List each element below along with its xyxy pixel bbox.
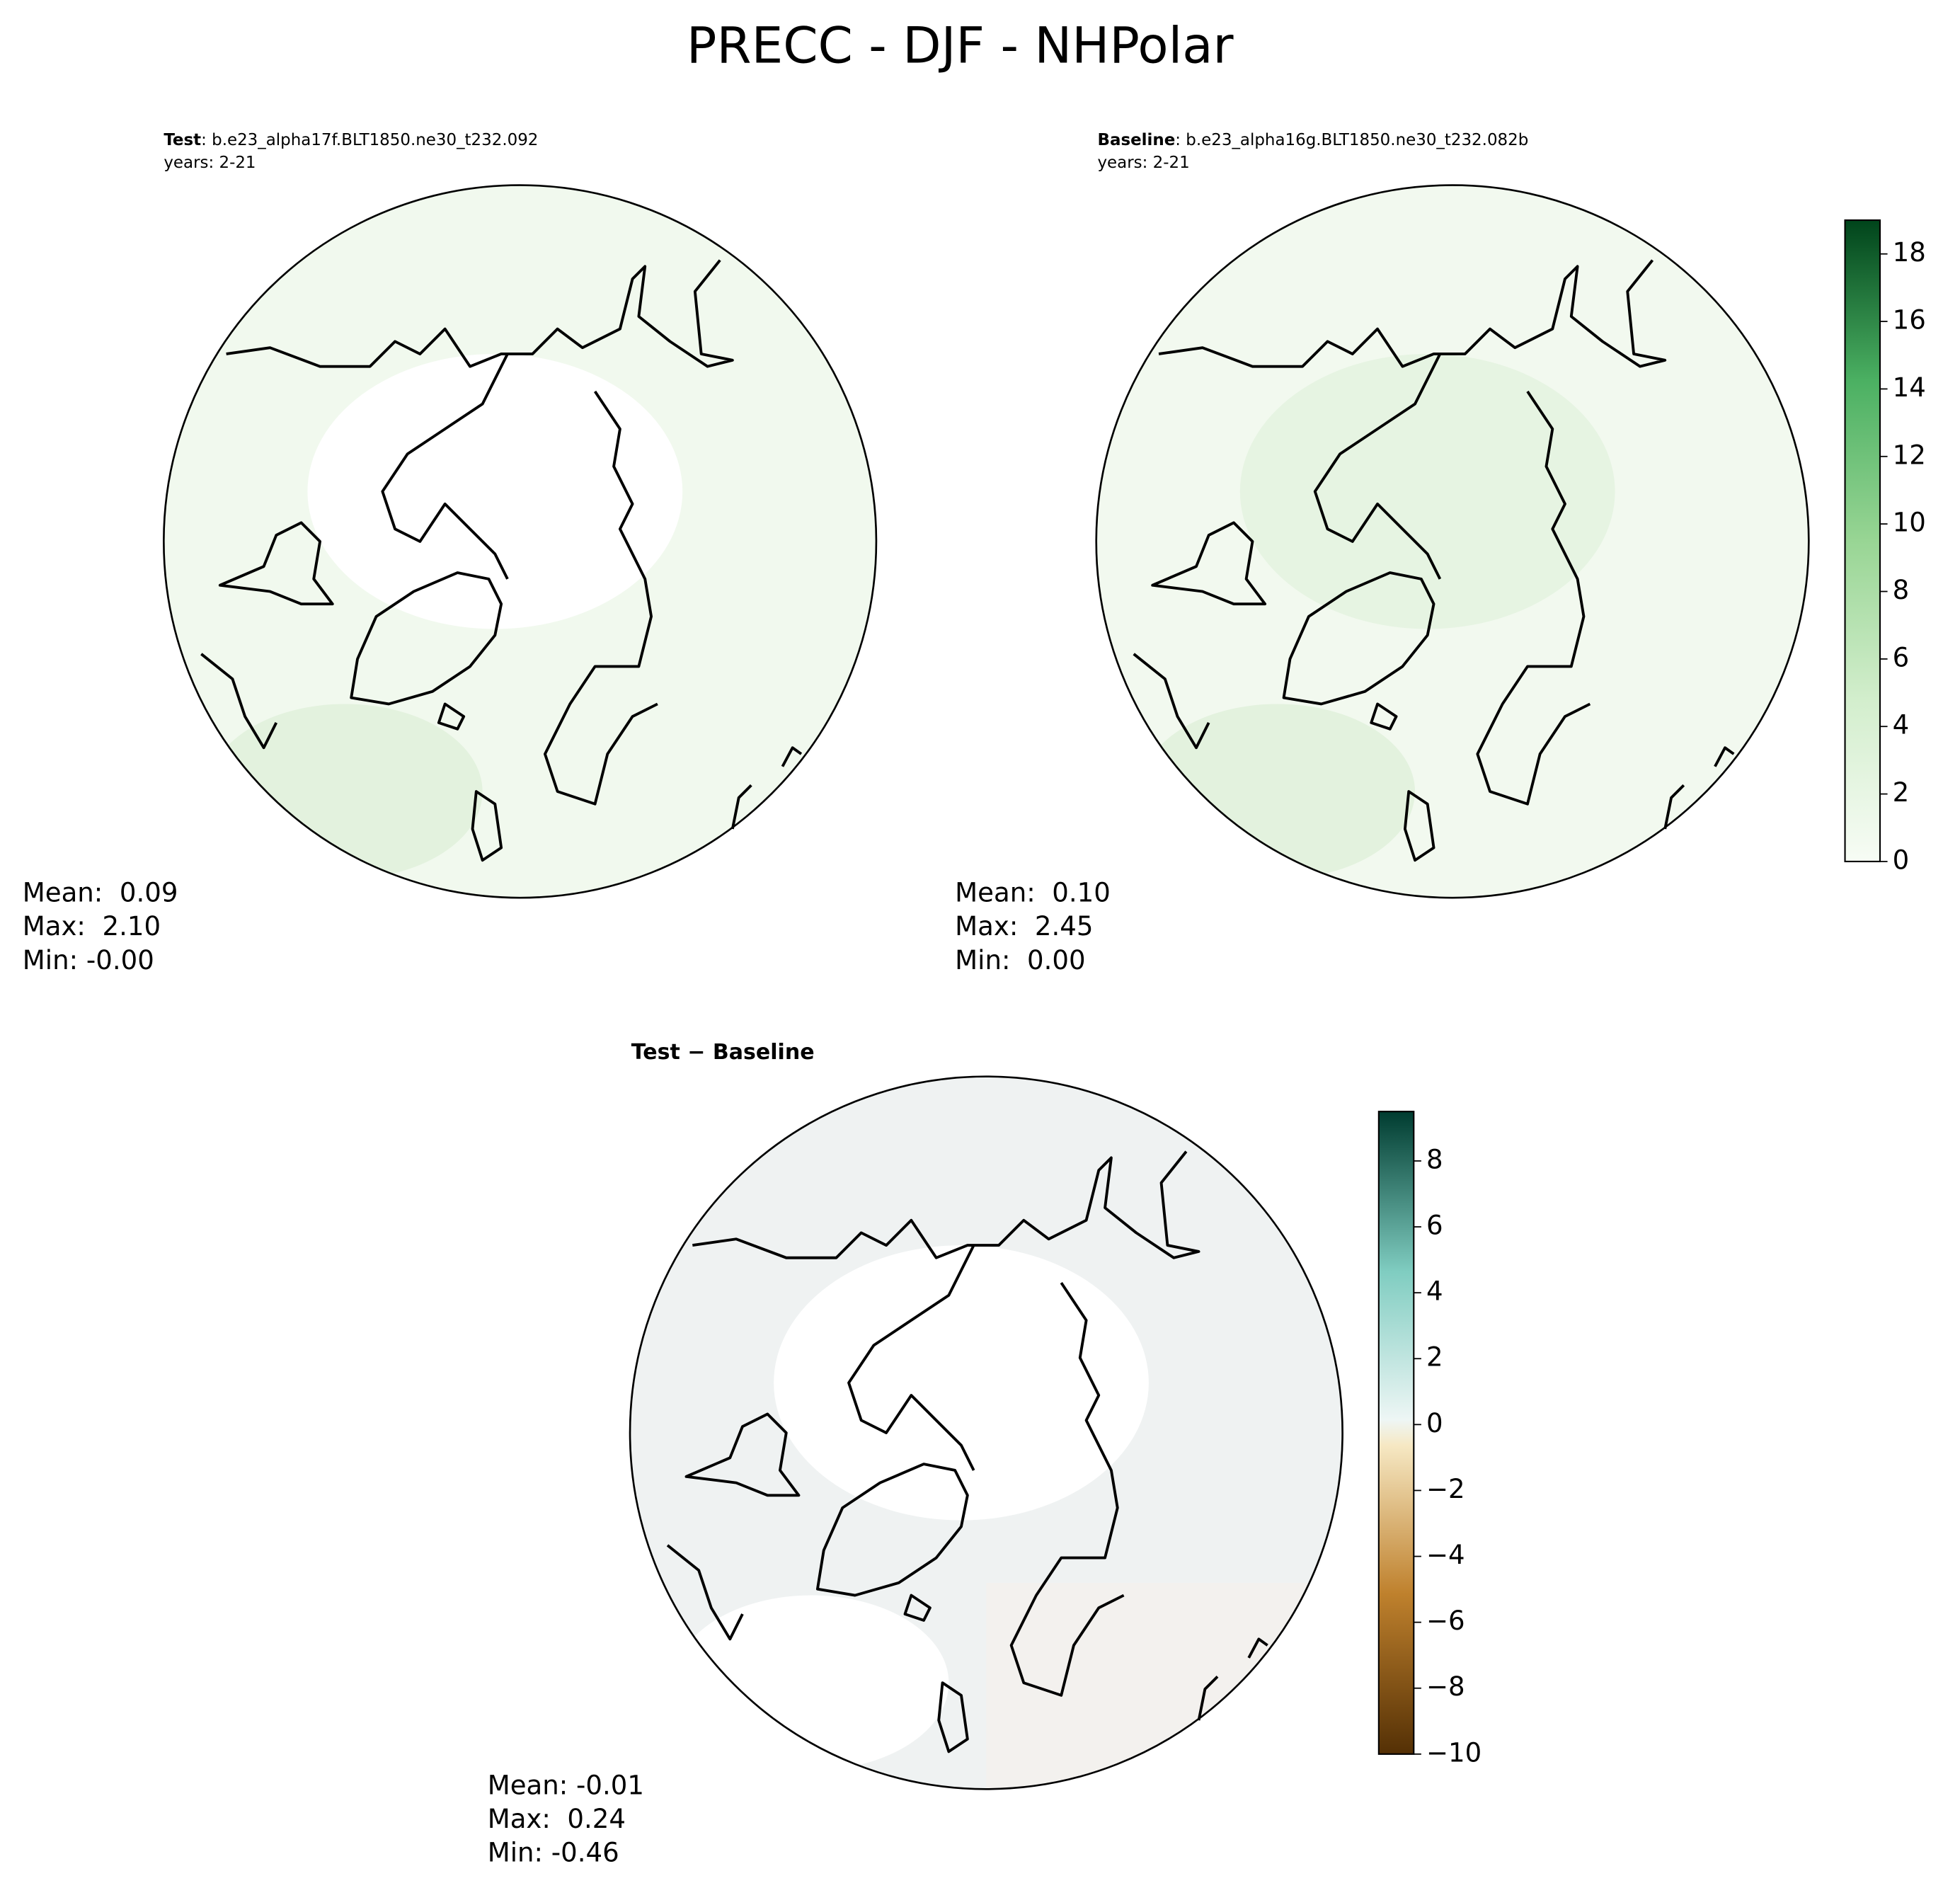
stat-line: Mean: -0.01 xyxy=(488,1770,644,1800)
colorbar-tick-label: −10 xyxy=(1426,1737,1482,1768)
stat-line: Min: -0.46 xyxy=(488,1838,619,1868)
colorbar-tick-label: −2 xyxy=(1426,1474,1465,1504)
stat-line: Min: -0.00 xyxy=(23,945,154,976)
panel-label: Test: b.e23_alpha17f.BLT1850.ne30_t232.0… xyxy=(164,131,538,149)
colorbar: −10 −8 −6 −4 −2 0 2 4 6 8 xyxy=(1377,1111,1482,1768)
map-panel: Test: b.e23_alpha17f.BLT1850.ne30_t232.0… xyxy=(23,131,878,976)
colorbar-tick-label: 8 xyxy=(1426,1144,1443,1174)
colorbar-tick-label: 14 xyxy=(1893,372,1926,403)
label-bold: Test − Baseline xyxy=(631,1040,815,1065)
colorbar-tick-label: 0 xyxy=(1893,845,1910,875)
colorbar-tick-label: 12 xyxy=(1893,440,1926,470)
label-bold: Baseline xyxy=(1097,131,1175,149)
field-patch xyxy=(986,1582,1343,1790)
panel-years: years: 2-21 xyxy=(1097,154,1189,172)
label-rest: : b.e23_alpha16g.BLT1850.ne30_t232.082b xyxy=(1175,131,1528,149)
colorbar-tick-label: 18 xyxy=(1893,237,1926,268)
colorbar-fill xyxy=(1377,1111,1415,1755)
stat-line: Max: 2.45 xyxy=(955,911,1093,942)
colorbar-tick-label: −6 xyxy=(1426,1606,1465,1636)
map-panel: Baseline: b.e23_alpha16g.BLT1850.ne30_t2… xyxy=(955,131,1810,976)
colorbar-tick-label: −4 xyxy=(1426,1540,1465,1570)
colorbar-tick-label: 2 xyxy=(1426,1342,1443,1373)
colorbar-tick-label: 6 xyxy=(1426,1211,1443,1241)
field-patch xyxy=(774,1245,1149,1521)
map-border xyxy=(629,1075,1343,1790)
colorbar-fill xyxy=(1844,219,1881,863)
colorbar-tick-label: 8 xyxy=(1893,575,1910,605)
field-patch xyxy=(307,353,683,629)
stat-line: Max: 2.10 xyxy=(23,911,161,942)
panel-label: Test − Baseline xyxy=(631,1040,815,1065)
panel-label: Baseline: b.e23_alpha16g.BLT1850.ne30_t2… xyxy=(1097,131,1528,149)
stat-line: Mean: 0.10 xyxy=(955,877,1111,908)
colorbar-tick-label: −8 xyxy=(1426,1671,1465,1702)
colorbar-tick-label: 4 xyxy=(1893,710,1910,740)
colorbar-tick-label: 0 xyxy=(1426,1408,1443,1438)
stat-line: Max: 0.24 xyxy=(488,1804,626,1834)
colorbar-tick-label: 6 xyxy=(1893,642,1910,673)
figure-title: PRECC - DJF - NHPolar xyxy=(687,16,1234,75)
label-rest: : b.e23_alpha17f.BLT1850.ne30_t232.092 xyxy=(201,131,538,149)
colorbar: 0 2 4 6 8 10 12 14 16 18 xyxy=(1844,219,1926,875)
map-border xyxy=(163,184,878,899)
label-bold: Test xyxy=(164,131,201,149)
colorbar-tick-label: 2 xyxy=(1893,777,1910,808)
stat-line: Min: 0.00 xyxy=(955,945,1085,976)
panel-years: years: 2-21 xyxy=(164,154,256,172)
colorbar-tick-label: 4 xyxy=(1426,1276,1443,1307)
colorbar-tick-label: 10 xyxy=(1893,508,1926,538)
panels: Test: b.e23_alpha17f.BLT1850.ne30_t232.0… xyxy=(23,131,1926,1868)
map-border xyxy=(1095,184,1810,899)
colorbar-tick-label: 16 xyxy=(1893,305,1926,336)
map-panel: Test − Baseline Mean: -0.01 Max: 0.24 Min: … xyxy=(488,1040,1343,1868)
stat-line: Mean: 0.09 xyxy=(23,877,178,908)
field-patch xyxy=(1239,353,1615,629)
